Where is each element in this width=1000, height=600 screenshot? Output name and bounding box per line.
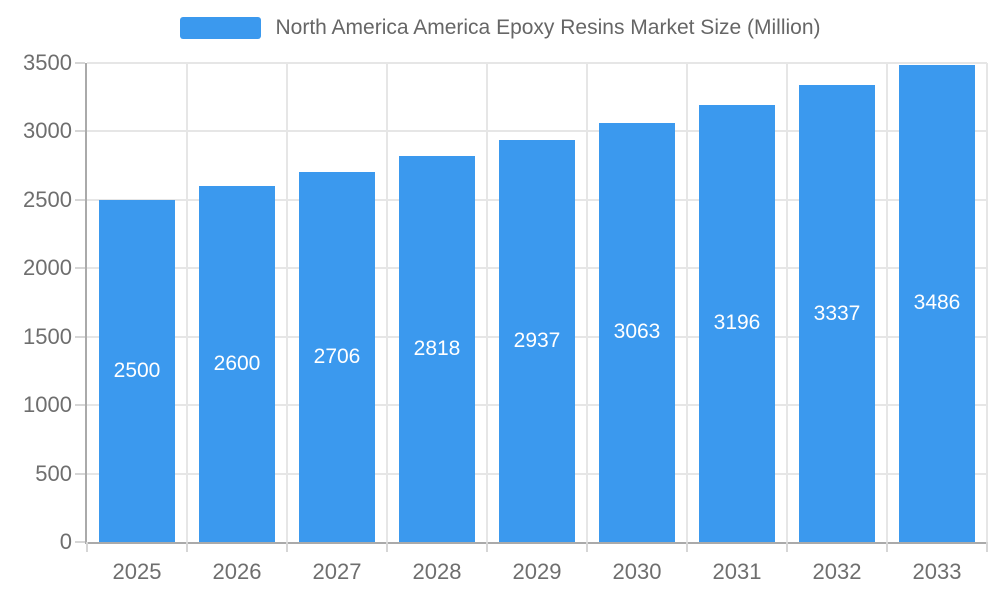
y-tick-500 — [75, 472, 85, 475]
bar-2031 — [699, 104, 775, 542]
gridline-v-2 — [286, 63, 288, 542]
x-tick-7 — [786, 542, 788, 552]
y-axis-label-2500: 2500 — [23, 186, 72, 212]
legend-item[interactable]: North America America Epoxy Resins Marke… — [0, 14, 1000, 42]
bar-2028 — [399, 156, 475, 542]
gridline-v-9 — [986, 63, 988, 542]
y-tick-3500 — [75, 62, 85, 64]
legend-label: North America America Epoxy Resins Marke… — [275, 16, 821, 39]
plot-area: 2500 2600 2706 2818 2937 3063 3196 3337 3486 — [75, 62, 988, 552]
x-axis-label-2026: 2026 — [212, 559, 262, 584]
y-tick-2000 — [75, 267, 85, 270]
x-tick-3 — [386, 542, 388, 552]
x-tick-5 — [586, 542, 588, 552]
x-axis-label-2028: 2028 — [412, 559, 462, 584]
gridline-v-3 — [386, 63, 388, 542]
bar-value-label-2028: 2818 — [413, 337, 461, 361]
y-axis-label-3000: 3000 — [23, 118, 72, 144]
gridline-v-6 — [686, 63, 688, 542]
y-tick-3000 — [75, 130, 85, 133]
gridline-v-8 — [886, 63, 888, 542]
gridline-v-4 — [486, 63, 488, 542]
y-axis-label-1000: 1000 — [23, 392, 72, 418]
y-axis-label-2000: 2000 — [23, 255, 72, 281]
x-axis-label-2029: 2029 — [512, 559, 562, 584]
y-tick-2500 — [75, 198, 85, 201]
bar-value-label-2031: 3196 — [713, 311, 761, 335]
x-axis-line — [85, 542, 987, 544]
x-tick-9 — [986, 542, 988, 552]
x-tick-2 — [286, 542, 288, 552]
y-tick-0 — [75, 541, 85, 543]
bar-value-label-2029: 2937 — [513, 329, 561, 353]
x-tick-8 — [886, 542, 888, 552]
y-axis-label-1500: 1500 — [23, 323, 72, 349]
x-tick-6 — [686, 542, 688, 552]
x-axis-label-2030: 2030 — [612, 559, 662, 584]
gridline-h-3000 — [87, 130, 987, 133]
gridline-v-5 — [586, 63, 588, 542]
bar-2030 — [599, 122, 675, 542]
x-tick-1 — [186, 542, 188, 552]
legend-swatch-icon — [179, 17, 261, 39]
bar-value-label-2027: 2706 — [313, 344, 361, 368]
y-axis-label-0: 0 — [59, 529, 72, 554]
bar-2027 — [299, 171, 375, 542]
gridline-v-1 — [186, 63, 188, 542]
y-tick-1000 — [75, 404, 85, 407]
x-axis-label-2031: 2031 — [712, 559, 762, 584]
x-axis-label-2027: 2027 — [312, 559, 362, 584]
y-axis-label-500: 500 — [35, 460, 72, 486]
x-tick-4 — [486, 542, 488, 552]
bar-2033 — [899, 64, 975, 542]
bar-2026 — [199, 186, 275, 542]
bar-value-label-2025: 2500 — [113, 358, 161, 382]
bar-2025 — [99, 199, 175, 542]
bar-2029 — [499, 140, 575, 542]
bar-value-label-2030: 3063 — [613, 320, 661, 344]
gridline-h-3500 — [87, 62, 987, 64]
y-axis-line — [85, 63, 87, 542]
bar-value-label-2032: 3337 — [813, 301, 861, 325]
bar-2032 — [799, 85, 875, 542]
x-axis-label-2032: 2032 — [812, 559, 862, 584]
y-tick-1500 — [75, 335, 85, 338]
gridline-v-7 — [786, 63, 788, 542]
x-axis-label-2025: 2025 — [112, 559, 162, 584]
bar-value-label-2033: 3486 — [913, 291, 961, 315]
x-axis-label-2033: 2033 — [912, 559, 962, 584]
x-tick-0 — [86, 542, 88, 552]
bar-value-label-2026: 2600 — [213, 352, 261, 376]
y-axis-label-3500: 3500 — [23, 50, 72, 75]
